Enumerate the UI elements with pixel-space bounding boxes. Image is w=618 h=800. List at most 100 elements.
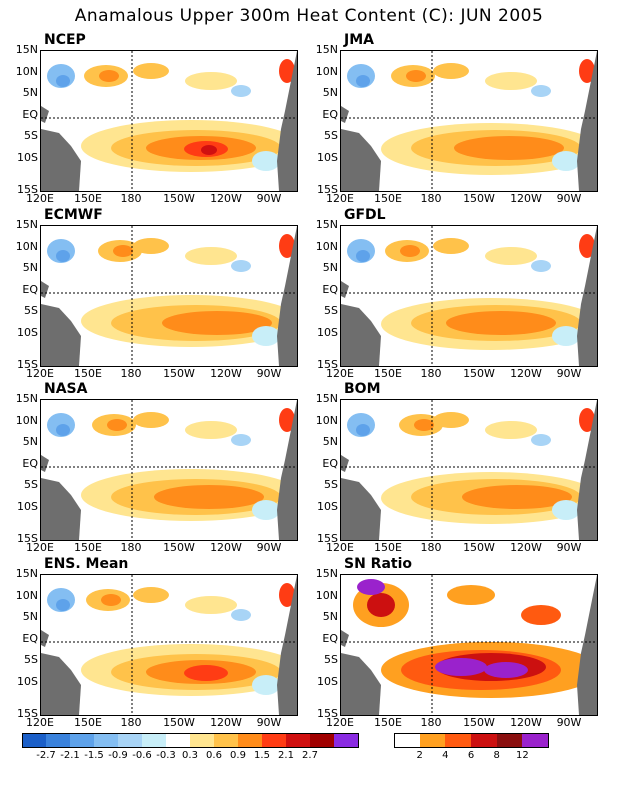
lat-label: 15N	[15, 218, 38, 231]
land-australia	[341, 304, 381, 366]
lat-label: 15N	[315, 218, 338, 231]
panel-title: NASA	[44, 381, 88, 397]
land-americas	[277, 400, 297, 540]
anomaly-colorbar-label: -2.1	[60, 750, 80, 761]
anomaly-colorbar-swatch	[166, 733, 190, 748]
lat-label: 15S	[317, 532, 338, 545]
lat-label: 10N	[315, 64, 338, 78]
lat-label: 5N	[22, 86, 38, 99]
north-warm-3	[433, 63, 469, 79]
anomaly-colorbar-label: 0.9	[230, 750, 246, 761]
land-australia	[41, 478, 81, 540]
cool-mid	[531, 434, 551, 446]
land-new-guinea	[51, 137, 65, 149]
lat-label: 5N	[22, 435, 38, 448]
warm-core	[454, 136, 564, 160]
north-warm-3	[433, 238, 469, 254]
cool-east	[552, 151, 580, 171]
lon-label: 120E	[26, 716, 54, 729]
anomaly-colorbar-label: -0.9	[108, 750, 128, 761]
cool-east	[252, 151, 280, 171]
east-warm	[279, 583, 295, 607]
land-new-guinea	[51, 661, 65, 673]
lon-label: 90W	[256, 367, 282, 380]
east-warm	[579, 59, 595, 83]
north-warm-2	[185, 421, 237, 439]
lat-label: 10N	[15, 413, 38, 427]
panel-title: BOM	[344, 381, 381, 397]
lon-label: 90W	[256, 541, 282, 554]
land-australia	[41, 653, 81, 715]
cool-mid	[531, 260, 551, 272]
lon-label: 150E	[374, 716, 402, 729]
lat-label: EQ	[322, 107, 338, 121]
anomaly-colorbar-swatch	[118, 733, 142, 748]
land-australia	[341, 129, 381, 191]
land-australia	[41, 304, 81, 366]
land-new-guinea	[351, 312, 365, 324]
anomaly-colorbar-swatch	[22, 733, 47, 748]
lon-label: 120E	[26, 367, 54, 380]
north-warm-2	[485, 247, 537, 265]
warm-core	[446, 311, 556, 335]
lon-label: 180	[420, 716, 442, 729]
cool-mid	[231, 85, 251, 97]
map-panel	[40, 50, 298, 192]
lon-label: 120E	[326, 541, 354, 554]
cool-mid	[231, 609, 251, 621]
lon-label: 90W	[556, 541, 582, 554]
land-philippines	[341, 630, 349, 647]
map-canvas	[41, 400, 297, 540]
lat-label: 10S	[17, 150, 38, 164]
warm-peak	[184, 665, 228, 681]
east-warm	[279, 59, 295, 83]
lat-label: EQ	[322, 456, 338, 470]
lat-label: 15S	[317, 183, 338, 196]
cool-mid	[231, 260, 251, 272]
map-canvas	[341, 400, 597, 540]
warm-core	[162, 311, 272, 335]
anomaly-colorbar-label: 2.7	[302, 750, 318, 761]
lat-label: 5S	[24, 653, 38, 666]
land-americas	[577, 575, 597, 715]
warm-core	[154, 485, 264, 509]
anomaly-colorbar-label: -1.5	[84, 750, 104, 761]
panel-title: NCEP	[44, 32, 86, 48]
anomaly-colorbar-label: -2.7	[36, 750, 56, 761]
lat-label: 10S	[317, 150, 338, 164]
map-canvas	[41, 51, 297, 191]
cool-east	[252, 500, 280, 520]
lat-label: 5N	[322, 261, 338, 274]
land-philippines	[341, 455, 349, 472]
lon-label: 180	[420, 192, 442, 205]
lat-label: 15S	[17, 358, 38, 371]
anomaly-colorbar-label: -0.6	[132, 750, 152, 761]
north-warm-3	[133, 587, 169, 603]
lon-label: 120W	[210, 367, 242, 380]
lon-label: 150W	[163, 541, 195, 554]
lon-label: 120W	[210, 541, 242, 554]
north-warm-3	[433, 412, 469, 428]
lat-label: EQ	[22, 631, 38, 645]
north-warm-3	[133, 412, 169, 428]
snr-max-1	[435, 658, 487, 676]
warm-max	[201, 145, 217, 155]
lat-label: 15S	[317, 358, 338, 371]
lon-label: 120W	[210, 192, 242, 205]
snr-colorbar-swatch	[445, 733, 471, 748]
anomaly-colorbar-label: 0.3	[182, 750, 198, 761]
lon-label: 150W	[163, 192, 195, 205]
cool-west-core	[356, 424, 370, 436]
lat-label: 10N	[315, 588, 338, 602]
lat-label: 15S	[317, 707, 338, 720]
anomaly-colorbar-swatch	[310, 733, 334, 748]
lat-label: 10N	[315, 239, 338, 253]
land-australia	[341, 653, 381, 715]
lon-label: 90W	[256, 716, 282, 729]
north-warm-3	[133, 238, 169, 254]
land-new-guinea	[351, 486, 365, 498]
lon-label: 120W	[210, 716, 242, 729]
land-americas	[577, 51, 597, 191]
north-warm-2	[485, 421, 537, 439]
cool-mid	[531, 85, 551, 97]
